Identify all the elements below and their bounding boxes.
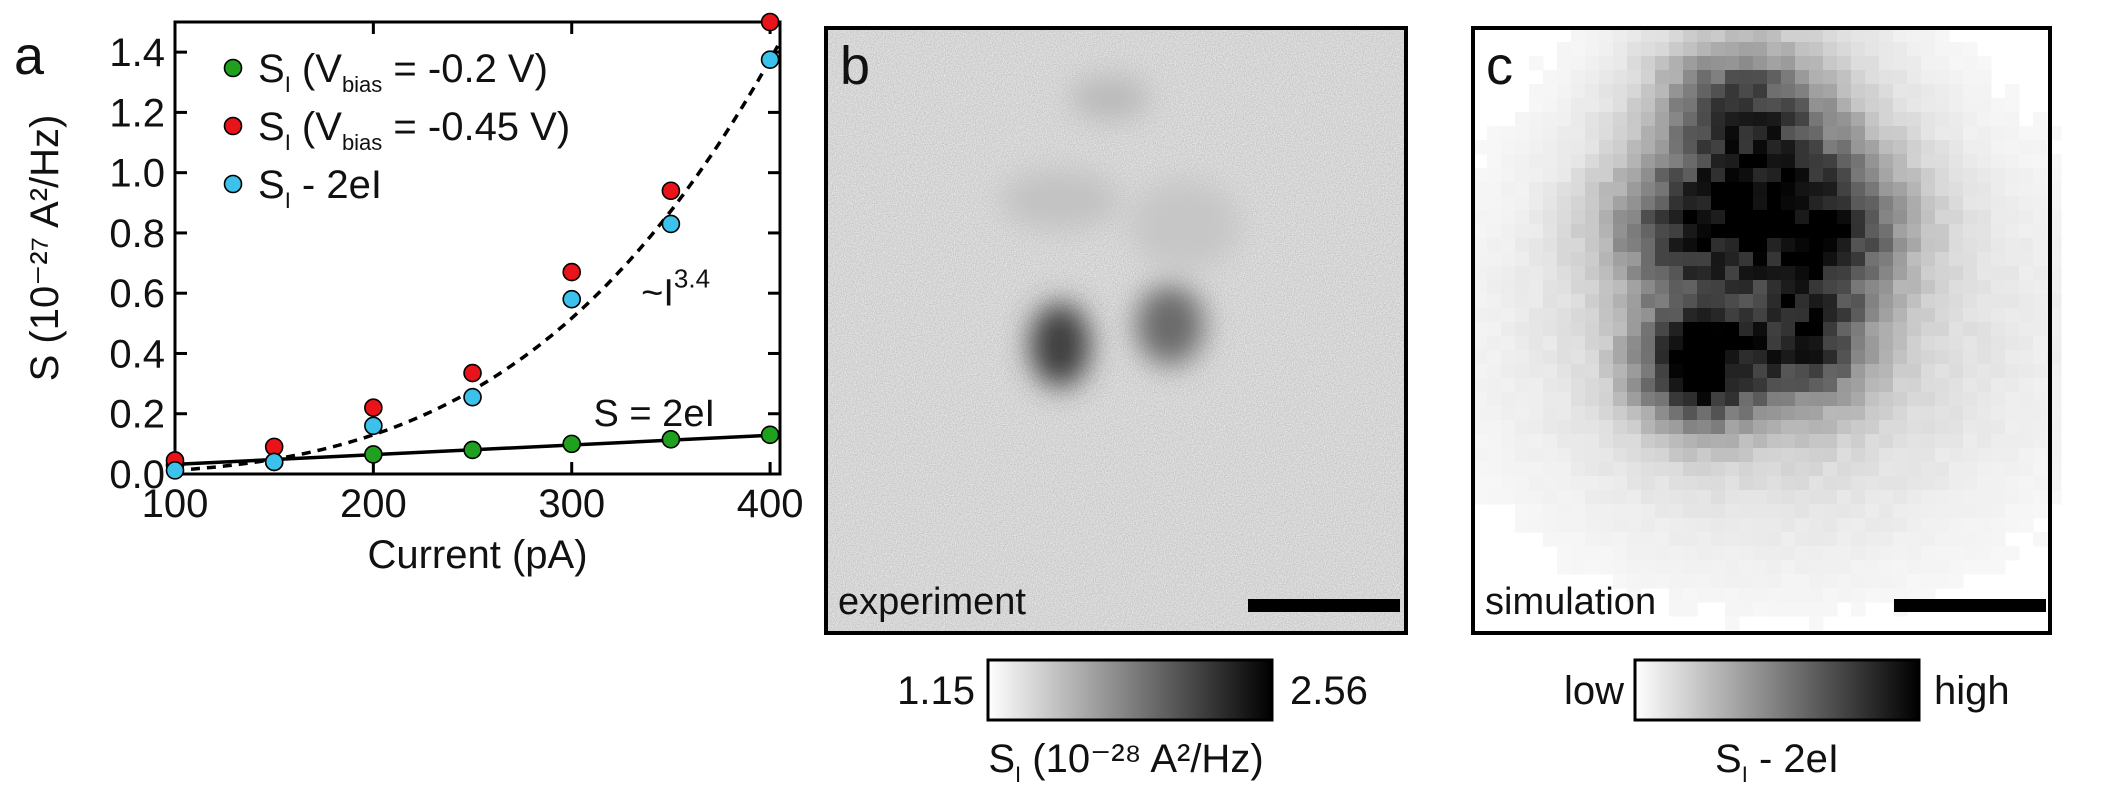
legend-marker-3 [223,174,243,194]
data-point-series-2 [562,262,582,282]
panel-b-colorbar-max: 2.56 [1290,669,1368,713]
panel-b-colorbar [986,658,1274,722]
x-tick-label: 200 [340,482,407,526]
data-point-series-2 [364,398,383,418]
y-tick-label: 1.2 [109,91,165,135]
panel-b-letter: b [840,36,870,96]
data-point-series-3 [463,387,482,407]
data-point-series-1 [364,445,383,464]
data-point-series-1 [760,425,780,445]
panel-c-colorbar-min: low [1564,669,1624,713]
panel-a-letter: a [14,26,45,86]
data-point-series-1 [463,440,482,460]
panel-c-colorbar-title: SI - 2eI [1715,737,1839,787]
y-tick-label: 1.0 [109,152,165,196]
line-label-power-law: ~I3.4 [641,263,710,314]
data-point-series-1 [661,430,681,449]
x-axis-title: Current (pA) [367,533,587,577]
panel-c-letter: c [1486,36,1513,96]
y-tick-label: 0.8 [109,212,165,256]
data-point-series-3 [760,50,780,69]
data-point-series-3 [165,461,185,480]
plot-frame [173,20,782,476]
legend-label-1: SI (Vbias = -0.2 V) [258,47,548,97]
y-tick-label: 0.6 [109,272,165,316]
legend-label-2: SI (Vbias = -0.45 V) [258,105,570,155]
data-point-series-3 [264,452,284,472]
data-point-series-3 [364,416,383,436]
panel-c-scale-bar [1894,599,2046,612]
panel-b-features [1000,76,1240,387]
data-point-series-2 [463,363,482,383]
panel-a-legend: SI (Vbias = -0.2 V) SI (Vbias = -0.45 V) S… [223,47,570,213]
y-tick-label: 0.2 [109,393,165,437]
panel-c-heatmap: c simulation low high SI - 2eI [1471,26,2062,787]
y-axis-title: S (10⁻²⁷ A²/Hz) [23,115,67,382]
panel-a-chart: a 100 200 300 400 0.0 0.2 0.4 0.6 0.8 1.0 1.2 1.4 S… [14,12,804,577]
legend-label-3: SI - 2eI [258,163,382,213]
panel-b-label: experiment [838,581,1026,623]
y-tick-label: 0.4 [109,332,165,376]
data-point-series-3 [562,289,582,309]
y-tick-label: 0.0 [109,453,165,497]
panel-b-colorbar-min: 1.15 [897,669,975,713]
y-tick-label: 1.4 [109,31,165,75]
panel-b-noise [826,28,1406,633]
x-tick-label: 100 [142,482,209,526]
line-label-2eI: S = 2eI [594,393,715,435]
panel-a-axes: 100 200 300 400 0.0 0.2 0.4 0.6 0.8 1.0 1.2 1.4 [109,20,804,526]
legend-marker-2 [223,116,243,136]
panel-c-frame [1471,26,2052,635]
x-tick-label: 300 [538,482,605,526]
panel-b-frame [824,26,1408,635]
panel-c-pixels [1473,28,2062,631]
legend-marker-1 [223,58,243,78]
x-tick-label: 400 [737,482,804,526]
panel-b-scale-bar [1248,599,1400,612]
panel-a-data-points [165,12,780,480]
panel-c-colorbar-max: high [1934,669,2010,713]
data-point-series-1 [562,434,582,454]
panel-c-colorbar [1633,658,1921,722]
panel-b-heatmap: b experiment 1.15 2.56 SI (10⁻²⁸ A²/Hz) [824,26,1408,787]
data-point-series-2 [760,12,780,32]
data-point-series-3 [661,214,681,234]
panel-c-label: simulation [1485,581,1656,623]
panel-b-colorbar-title: SI (10⁻²⁸ A²/Hz) [988,737,1263,787]
data-point-series-2 [661,181,681,201]
